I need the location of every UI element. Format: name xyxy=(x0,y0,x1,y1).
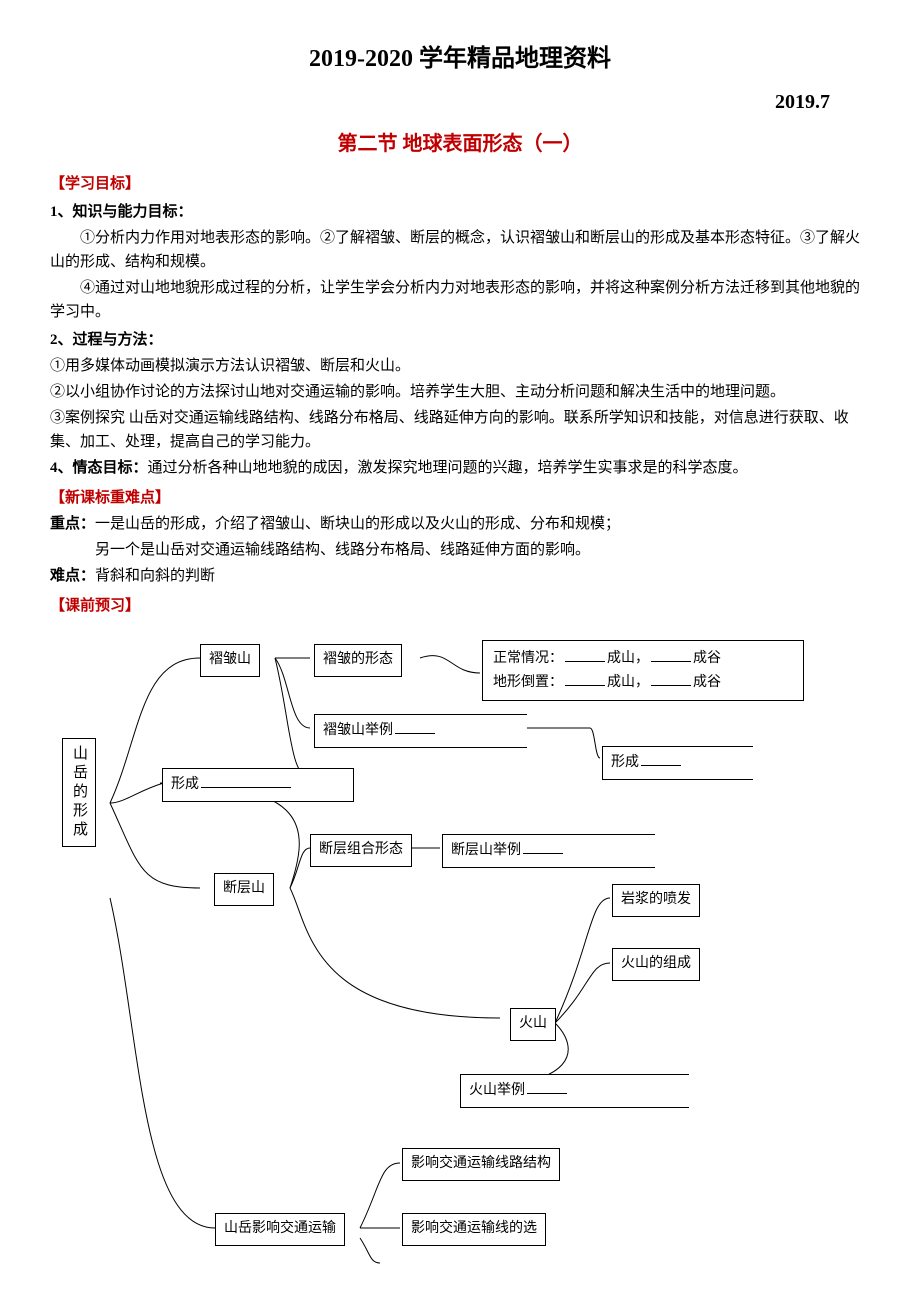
fold-case-normal: 正常情况： 成山， 成谷 xyxy=(493,647,793,670)
goals-4-body: 通过分析各种山地地貌的成因，激发探究地理问题的兴趣，培养学生实事求是的科学态度。 xyxy=(148,460,748,476)
node-fold-cases: 正常情况： 成山， 成谷 地形倒置： 成山， 成谷 xyxy=(482,640,804,701)
txt: 成山， xyxy=(607,675,649,690)
txt: 成谷 xyxy=(693,651,721,666)
blank xyxy=(395,719,435,734)
node-fold-form: 褶皱的形态 xyxy=(314,644,402,676)
txt: 地形倒置： xyxy=(493,675,563,690)
blank xyxy=(565,671,605,686)
txt: 正常情况： xyxy=(493,651,563,666)
node-traffic: 山岳影响交通运输 xyxy=(215,1213,345,1245)
kp-nan-line: 难点：背斜和向斜的判断 xyxy=(50,564,870,588)
goals-4: 4、情态目标：通过分析各种山地地貌的成因，激发探究地理问题的兴趣，培养学生实事求… xyxy=(50,456,870,480)
node-volcano: 火山 xyxy=(510,1008,556,1040)
blank xyxy=(527,1079,567,1094)
goals-1-p1: ①分析内力作用对地表形态的影响。②了解褶皱、断层的概念，认识褶皱山和断层山的形成… xyxy=(50,226,870,274)
goals-2-head: 2、过程与方法： xyxy=(50,328,870,352)
preview-head: 【课前预习】 xyxy=(50,594,870,618)
node-traffic-struct: 影响交通运输线路结构 xyxy=(402,1148,560,1180)
goals-2-p2: ②以小组协作讨论的方法探讨山地对交通运输的影响。培养学生大胆、主动分析问题和解决… xyxy=(50,380,870,404)
subtitle: 第二节 地球表面形态（一） xyxy=(50,128,870,160)
txt: 成山， xyxy=(607,651,649,666)
goals-1-p2: ④通过对山地地貌形成过程的分析，让学生学会分析内力对地表形态的影响，并将这种案例… xyxy=(50,276,870,324)
node-volcano-erupt: 岩浆的喷发 xyxy=(612,884,700,916)
kp-nan-body: 背斜和向斜的判断 xyxy=(95,568,215,584)
goals-2-p3: ③案例探究 山岳对交通运输线路结构、线路分布格局、线路延伸方向的影响。联系所学知… xyxy=(50,406,870,454)
goals-head: 【学习目标】 xyxy=(50,172,870,196)
node-fault-example: 断层山举例 xyxy=(442,834,655,867)
node-fold-genesis2: 形成 xyxy=(602,746,753,779)
node-fold-example: 褶皱山举例 xyxy=(314,714,527,747)
blank xyxy=(523,839,563,854)
node-fault-mountain: 断层山 xyxy=(214,873,274,905)
blank xyxy=(641,751,681,766)
node-fold-mountain: 褶皱山 xyxy=(200,644,260,676)
kp-zhong-1: 一是山岳的形成，介绍了褶皱山、断块山的形成以及火山的形成、分布和规模； xyxy=(95,516,620,532)
node-traffic-select: 影响交通运输线的选 xyxy=(402,1213,546,1245)
fault-example-label: 断层山举例 xyxy=(451,843,521,858)
node-fault-combo: 断层组合形态 xyxy=(310,834,412,866)
blank xyxy=(651,671,691,686)
kp-zhong-label: 重点： xyxy=(50,516,95,532)
fold-genesis2-label: 形成 xyxy=(611,755,639,770)
kp-zhong-line: 重点：一是山岳的形成，介绍了褶皱山、断块山的形成以及火山的形成、分布和规模； xyxy=(50,512,870,536)
main-title: 2019-2020 学年精品地理资料 xyxy=(50,40,870,78)
txt: 成谷 xyxy=(693,675,721,690)
keypoints-head: 【新课标重难点】 xyxy=(50,486,870,510)
goals-1-head: 1、知识与能力目标： xyxy=(50,200,870,224)
fault-genesis-label: 形成 xyxy=(171,777,199,792)
blank xyxy=(651,647,691,662)
node-fault-genesis: 形成 xyxy=(162,768,354,801)
kp-nan-label: 难点： xyxy=(50,568,95,584)
goals-2-p1: ①用多媒体动画模拟演示方法认识褶皱、断层和火山。 xyxy=(50,354,870,378)
concept-diagram: 山岳的形成 褶皱山 断层山 火山 山岳影响交通运输 褶皱的形态 褶皱山举例 形成… xyxy=(50,628,870,1268)
date-line: 2019.7 xyxy=(50,86,870,118)
goals-4-head: 4、情态目标： xyxy=(50,460,148,476)
node-root: 山岳的形成 xyxy=(62,738,96,847)
blank xyxy=(201,773,291,788)
fold-example-label: 褶皱山举例 xyxy=(323,723,393,738)
node-volcano-compose: 火山的组成 xyxy=(612,948,700,980)
blank xyxy=(565,647,605,662)
volcano-example-label: 火山举例 xyxy=(469,1083,525,1098)
fold-case-invert: 地形倒置： 成山， 成谷 xyxy=(493,671,793,694)
kp-zhong-2: 另一个是山岳对交通运输线路结构、线路分布格局、线路延伸方面的影响。 xyxy=(50,538,870,562)
node-volcano-example: 火山举例 xyxy=(460,1074,689,1107)
